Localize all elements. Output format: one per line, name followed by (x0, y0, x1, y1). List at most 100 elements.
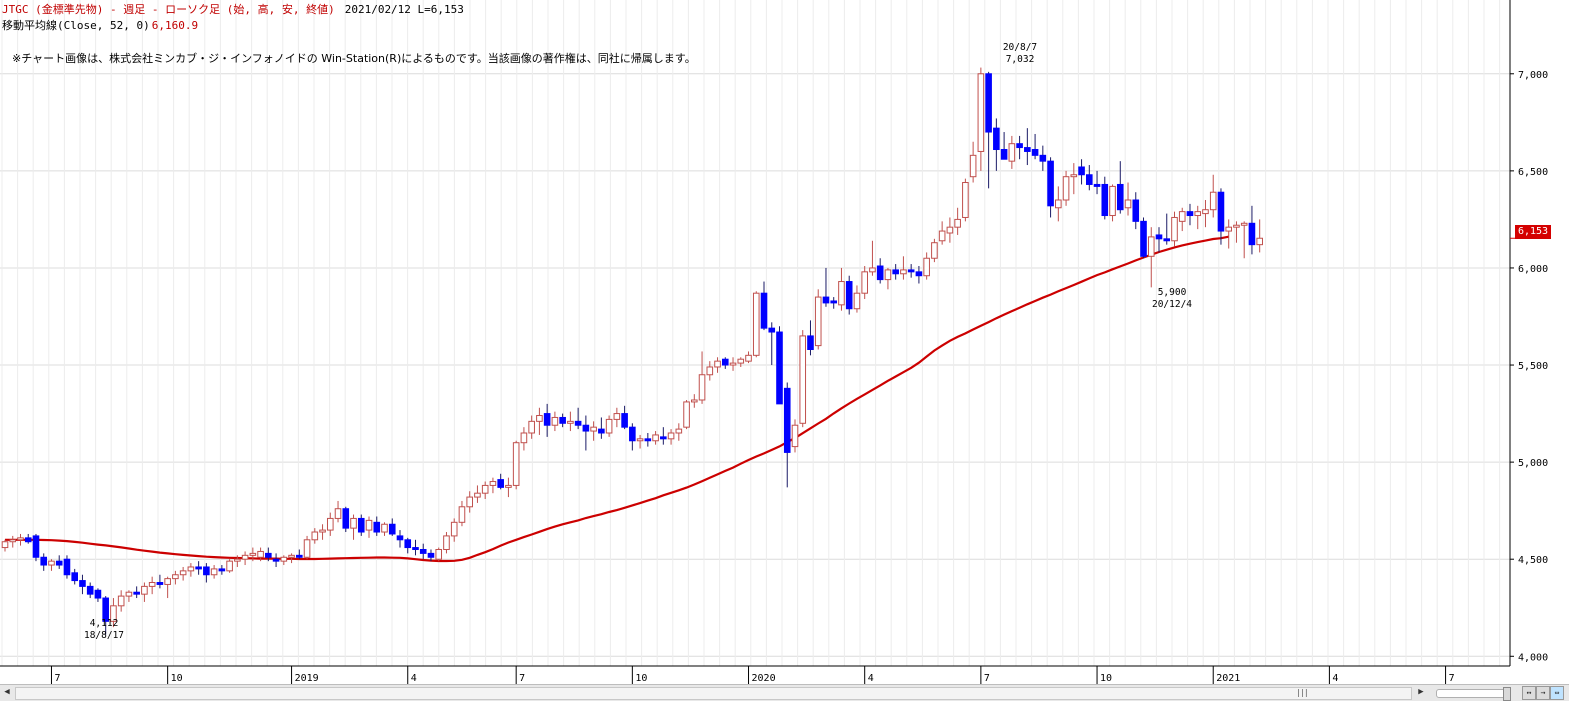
candle (512, 440, 520, 490)
candle-body (187, 566, 195, 572)
candle-body (1, 541, 9, 549)
scroll-right-arrow-icon[interactable]: ▶ (1418, 687, 1424, 697)
candle-body (1178, 211, 1186, 222)
candle (218, 565, 226, 575)
candle-body (698, 374, 706, 401)
candle-body (148, 582, 156, 587)
candle (203, 563, 210, 583)
candle (946, 217, 954, 243)
candle (1116, 161, 1124, 214)
moving-average-line (5, 235, 1229, 563)
scrollbar-track[interactable] (15, 687, 1412, 700)
last-price-badge: 6,153 (1515, 225, 1551, 239)
candle (993, 118, 1000, 171)
candle-body (783, 387, 791, 453)
candle (55, 555, 63, 569)
candle (342, 506, 350, 533)
candle-body (1078, 166, 1085, 176)
candle (435, 547, 443, 562)
x-tick-label: 7 (519, 673, 525, 684)
candle-body (9, 539, 17, 543)
axes (0, 0, 1515, 684)
candle (752, 291, 760, 358)
scrollbar-grip-icon[interactable]: ||| (1296, 688, 1308, 697)
x-tick-label: 2020 (752, 673, 776, 684)
candle-body (218, 568, 226, 572)
candle (621, 405, 628, 430)
candle-body (721, 358, 729, 366)
price-chart[interactable]: 4,000 4,500 5,000 5,500 6,000 6,500 7,000 7 10 2… (0, 0, 1569, 684)
candle (280, 555, 288, 566)
candle (326, 512, 334, 536)
candle-body (1186, 211, 1194, 217)
indicator-value: 6,160.9 (151, 19, 199, 32)
candle (179, 566, 187, 581)
candle-body (636, 438, 644, 442)
candle-body (497, 479, 504, 488)
y-tick-label: 4,500 (1518, 555, 1548, 566)
candle-body (760, 292, 768, 329)
candle-body (621, 413, 628, 428)
candle-body (443, 535, 450, 550)
scroll-left-arrow-icon[interactable]: ◀ (4, 687, 10, 697)
low2-date-label: 20/12/4 (1151, 299, 1193, 310)
zoom-out-icon[interactable]: → (1536, 686, 1550, 700)
zoom-slider-thumb[interactable] (1503, 687, 1511, 701)
candle-body (133, 591, 140, 595)
candle (814, 289, 822, 350)
candle (574, 407, 582, 430)
candle (17, 533, 24, 546)
candle-body (435, 548, 443, 560)
candle (396, 530, 404, 548)
candle (644, 432, 652, 447)
candle-body (1101, 183, 1109, 217)
candle-body (605, 418, 613, 434)
candle-body (1055, 199, 1062, 209)
candle-body (373, 521, 381, 533)
x-axis-tick-labels: 7 10 2019 4 7 10 2020 4 7 10 2021 4 7 (54, 673, 1454, 684)
candle (497, 473, 504, 490)
candle (1062, 170, 1070, 206)
x-tick-label: 7 (1449, 673, 1455, 684)
candle-body (319, 529, 326, 533)
candle (923, 252, 930, 280)
zoom-in-icon[interactable]: ↔ (1522, 686, 1536, 700)
candle-body (574, 420, 582, 426)
candle-body (427, 552, 435, 558)
high-value-label: 7,032 (1005, 54, 1035, 65)
candle (303, 535, 311, 560)
candle-body (466, 496, 473, 508)
candle-body (791, 424, 799, 448)
candle-body (48, 560, 55, 566)
candle (760, 281, 768, 331)
candle (350, 514, 357, 540)
candle-body (613, 413, 621, 420)
candle (1093, 170, 1101, 195)
candle-body (559, 416, 566, 424)
candle-body (838, 281, 845, 306)
candle-body (915, 271, 923, 277)
candle (783, 382, 791, 488)
last-date-value: 2021/02/12 L=6,153 (344, 3, 464, 16)
candle-body (505, 484, 512, 488)
candle-body (1008, 143, 1016, 162)
low2-annotation: 5,900 20/12/4 (1142, 287, 1202, 311)
candle-body (257, 550, 264, 558)
candle-body (768, 327, 776, 333)
candle-body (629, 426, 636, 442)
candle (505, 477, 512, 498)
horizontal-scrollbar[interactable]: ◀ ||| ▶ ↔ → ⇔ (0, 684, 1569, 701)
fit-view-icon[interactable]: ⇔ (1550, 686, 1564, 700)
candle (1000, 132, 1008, 160)
candle (1163, 213, 1171, 245)
candle-body (303, 539, 311, 558)
high-annotation: 20/8/7 7,032 (990, 42, 1050, 66)
zoom-slider[interactable] (1436, 687, 1511, 701)
candle (660, 427, 667, 445)
y-tick-label: 6,500 (1518, 167, 1548, 178)
candle-body (32, 535, 40, 558)
candle (419, 543, 427, 560)
candle-body (1109, 185, 1116, 217)
candle-body (598, 428, 605, 434)
